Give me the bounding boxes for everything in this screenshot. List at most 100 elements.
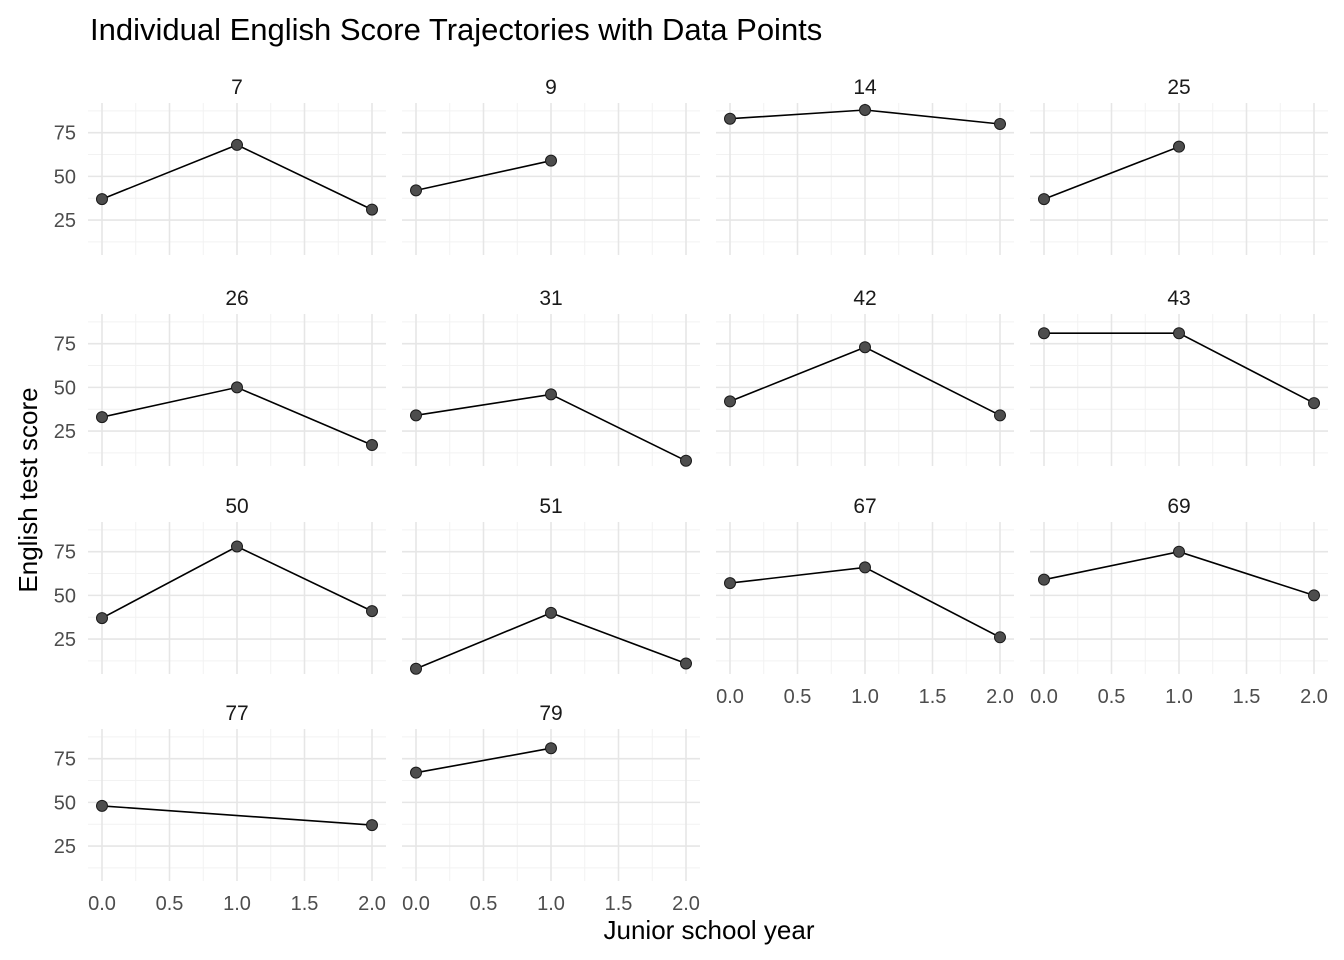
data-point xyxy=(366,439,378,452)
x-tick-label: 1.0 xyxy=(851,686,879,708)
x-tick-label: 1.5 xyxy=(919,686,947,708)
y-tick-label: 50 xyxy=(54,166,76,188)
x-tick-label: 0.0 xyxy=(402,893,430,915)
data-point xyxy=(859,341,871,354)
facet-label: 67 xyxy=(853,495,876,518)
data-point xyxy=(1308,589,1320,602)
facet-label: 31 xyxy=(539,287,562,310)
data-point xyxy=(724,395,736,408)
x-tick-label: 1.0 xyxy=(1165,686,1193,708)
data-point xyxy=(859,103,871,116)
facet-label: 42 xyxy=(853,287,876,310)
facet-label: 9 xyxy=(545,76,557,99)
y-axis-title: English test score xyxy=(13,387,43,592)
data-point xyxy=(1038,327,1050,340)
y-tick-label: 75 xyxy=(54,542,76,564)
data-point xyxy=(724,112,736,125)
data-point xyxy=(366,605,378,618)
facet-label: 26 xyxy=(225,287,248,310)
data-point xyxy=(231,138,243,151)
facet-panel-50: 50 25 50 75 xyxy=(54,495,386,674)
series-line-9 xyxy=(415,159,552,192)
x-tick-label: 1.0 xyxy=(223,893,251,915)
series-line-77 xyxy=(101,805,373,826)
facet-label: 69 xyxy=(1167,495,1190,518)
data-point xyxy=(231,540,243,553)
y-tick-label: 50 xyxy=(54,377,76,399)
x-tick-label: 1.5 xyxy=(291,893,319,915)
data-point xyxy=(545,742,557,755)
data-point xyxy=(96,193,108,206)
data-point xyxy=(231,381,243,394)
facet-panel-31: 31 xyxy=(402,287,700,467)
y-tick-label: 75 xyxy=(54,749,76,771)
series-line-25 xyxy=(1043,145,1180,200)
facet-panel-51: 51 xyxy=(402,495,700,675)
x-tick-label: 1.5 xyxy=(1233,686,1261,708)
data-point xyxy=(545,154,557,167)
data-point xyxy=(1308,397,1320,410)
y-tick-label: 75 xyxy=(54,123,76,145)
data-point xyxy=(1173,545,1185,558)
data-point xyxy=(410,662,422,675)
facet-panels: 7 25 50 75 9 14 25 26 25 50 75 31 42 43 50 25 50 75 51 67 0.… xyxy=(54,76,1328,915)
y-tick-label: 50 xyxy=(54,792,76,814)
x-tick-label: 0.5 xyxy=(156,893,184,915)
data-point xyxy=(994,631,1006,644)
data-point xyxy=(366,819,378,832)
data-point xyxy=(545,388,557,401)
facet-panel-25: 25 xyxy=(1030,76,1328,255)
y-tick-label: 25 xyxy=(54,629,76,651)
facet-panel-69: 69 0.0 0.5 1.0 1.5 2.0 xyxy=(1030,495,1328,708)
series-line-79 xyxy=(415,747,552,774)
data-point xyxy=(994,117,1006,130)
facet-label: 50 xyxy=(225,495,248,518)
x-tick-label: 1.5 xyxy=(605,893,633,915)
data-point xyxy=(680,657,692,670)
data-point xyxy=(680,454,692,467)
facet-label: 25 xyxy=(1167,76,1190,99)
data-point xyxy=(366,203,378,216)
x-tick-label: 2.0 xyxy=(986,686,1014,708)
data-point xyxy=(859,561,871,574)
data-point xyxy=(410,184,422,197)
data-point xyxy=(96,612,108,625)
facet-panel-7: 7 25 50 75 xyxy=(54,76,386,255)
y-tick-label: 50 xyxy=(54,585,76,607)
data-point xyxy=(724,577,736,590)
facet-panel-43: 43 xyxy=(1030,287,1328,466)
facet-panel-67: 67 0.0 0.5 1.0 1.5 2.0 xyxy=(716,495,1014,708)
data-point xyxy=(96,799,108,812)
facet-panel-77: 77 25 50 75 0.0 0.5 1.0 1.5 2.0 xyxy=(54,702,386,915)
data-point xyxy=(1038,573,1050,586)
facet-label: 43 xyxy=(1167,287,1190,310)
data-point xyxy=(1038,193,1050,206)
chart-title: Individual English Score Trajectories wi… xyxy=(90,12,822,47)
facet-label: 7 xyxy=(231,76,243,99)
data-point xyxy=(994,409,1006,422)
x-tick-label: 0.0 xyxy=(716,686,744,708)
x-tick-label: 2.0 xyxy=(358,893,386,915)
x-tick-label: 0.5 xyxy=(1098,686,1126,708)
x-axis-title: Junior school year xyxy=(604,915,815,945)
x-tick-label: 0.0 xyxy=(1030,686,1058,708)
data-point xyxy=(1173,140,1185,153)
data-point xyxy=(410,766,422,779)
facet-panel-9: 9 xyxy=(402,76,700,255)
facet-label: 14 xyxy=(853,76,877,99)
x-tick-label: 2.0 xyxy=(672,893,700,915)
facet-label: 77 xyxy=(225,702,248,725)
x-tick-label: 0.5 xyxy=(470,893,498,915)
facet-panel-14: 14 xyxy=(716,76,1014,255)
facet-panel-42: 42 xyxy=(716,287,1014,466)
x-tick-label: 1.0 xyxy=(537,893,565,915)
data-point xyxy=(545,606,557,619)
facet-label: 79 xyxy=(539,702,562,725)
x-tick-label: 0.5 xyxy=(784,686,812,708)
y-tick-label: 75 xyxy=(54,334,76,356)
data-point xyxy=(1173,327,1185,340)
x-tick-label: 2.0 xyxy=(1300,686,1328,708)
x-tick-label: 0.0 xyxy=(88,893,116,915)
y-tick-label: 25 xyxy=(54,421,76,443)
